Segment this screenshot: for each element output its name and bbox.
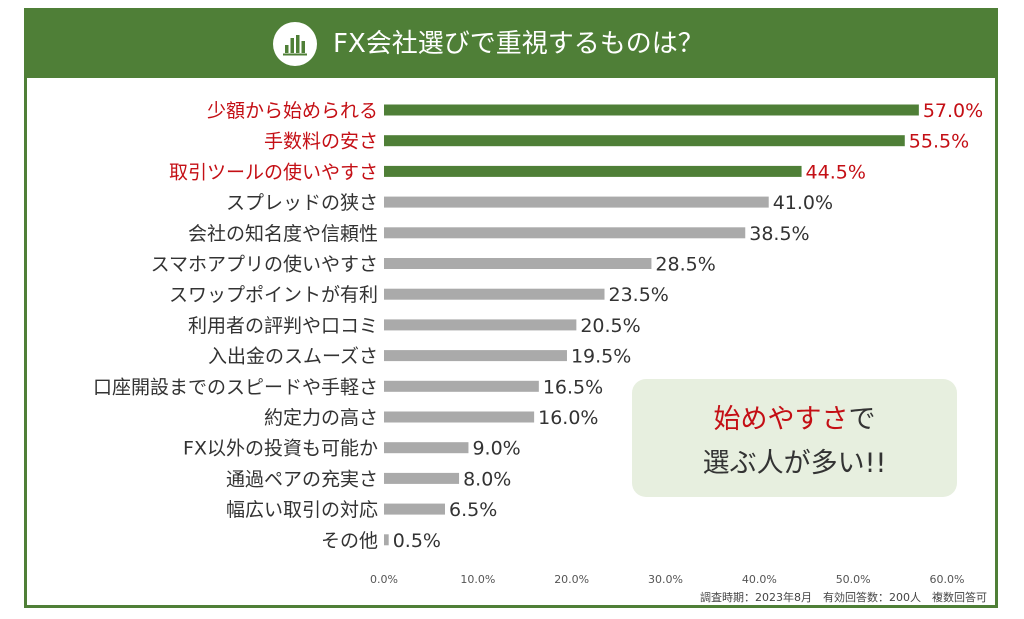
- x-tick-label: 10.0%: [460, 573, 495, 586]
- chart-frame: FX会社選びで重視するものは？ 少額から始められる 57.0% 手数料の安さ 55.5…: [24, 8, 998, 608]
- bar: [384, 534, 389, 546]
- value-label: 19.5%: [571, 346, 631, 368]
- header-bar: FX会社選びで重視するものは？: [27, 11, 995, 78]
- callout-line1: 始めやすさで: [632, 397, 957, 436]
- bar: [384, 135, 905, 147]
- bar-chart: 少額から始められる 57.0% 手数料の安さ 55.5% 取引ツールの使いやすさ 44.5…: [93, 100, 983, 586]
- bar: [384, 288, 605, 300]
- value-label: 8.0%: [463, 468, 511, 490]
- category-label: その他: [321, 530, 378, 552]
- value-label: 57.0%: [923, 100, 983, 122]
- x-tick-label: 30.0%: [648, 573, 683, 586]
- value-label: 20.5%: [580, 315, 640, 337]
- bar: [384, 411, 535, 423]
- x-tick-label: 20.0%: [554, 573, 589, 586]
- callout-box: 始めやすさで 選ぶ人が多い!!: [632, 379, 957, 497]
- callout-highlight: 始めやすさ: [713, 404, 849, 435]
- value-label: 44.5%: [806, 161, 866, 183]
- bar: [384, 350, 567, 362]
- value-label: 38.5%: [749, 223, 809, 245]
- bar: [384, 196, 769, 208]
- category-label: スプレッドの狭さ: [226, 192, 378, 214]
- x-tick-label: 40.0%: [742, 573, 777, 586]
- callout-line1-rest: で: [848, 404, 876, 435]
- category-label: 取引ツールの使いやすさ: [169, 161, 378, 183]
- survey-footnote: 調査時期：2023年8月 有効回答数：200人 複数回答可: [700, 591, 987, 604]
- bar: [384, 380, 539, 392]
- category-label: スワップポイントが有利: [169, 284, 378, 306]
- bar: [384, 503, 445, 515]
- bar: [384, 104, 919, 116]
- category-label: 口座開設までのスピードや手軽さ: [93, 376, 378, 398]
- category-label: 入出金のスムーズさ: [208, 346, 378, 368]
- value-label: 6.5%: [449, 499, 497, 521]
- x-tick-label: 0.0%: [370, 573, 398, 586]
- category-label: 手数料の安さ: [264, 131, 378, 153]
- category-label: 会社の知名度や信頼性: [188, 223, 378, 245]
- x-tick-label: 50.0%: [836, 573, 871, 586]
- bar: [384, 227, 746, 239]
- value-label: 28.5%: [655, 254, 715, 276]
- bar: [384, 442, 469, 454]
- value-label: 55.5%: [909, 131, 969, 153]
- bar: [384, 319, 577, 331]
- bar: [384, 472, 460, 484]
- category-label: 通過ペアの充実さ: [226, 468, 378, 490]
- category-label: 少額から始められる: [207, 100, 378, 122]
- category-label: 約定力の高さ: [264, 407, 378, 429]
- value-label: 23.5%: [609, 284, 669, 306]
- bar: [384, 165, 802, 177]
- bar: [384, 258, 652, 269]
- bar-chart-icon: [273, 22, 317, 66]
- value-label: 9.0%: [472, 438, 520, 460]
- callout-line2: 選ぶ人が多い!!: [702, 448, 887, 479]
- category-label: スマホアプリの使いやすさ: [151, 254, 378, 276]
- chart-title: FX会社選びで重視するものは？: [333, 29, 704, 59]
- category-label: 幅広い取引の対応: [226, 499, 378, 521]
- category-label: FX以外の投資も可能か: [183, 438, 378, 460]
- value-label: 16.5%: [543, 376, 603, 398]
- x-tick-label: 60.0%: [930, 573, 965, 586]
- category-label: 利用者の評判や口コミ: [188, 315, 378, 337]
- value-label: 16.0%: [538, 407, 598, 429]
- value-label: 0.5%: [393, 530, 441, 552]
- value-label: 41.0%: [773, 192, 833, 214]
